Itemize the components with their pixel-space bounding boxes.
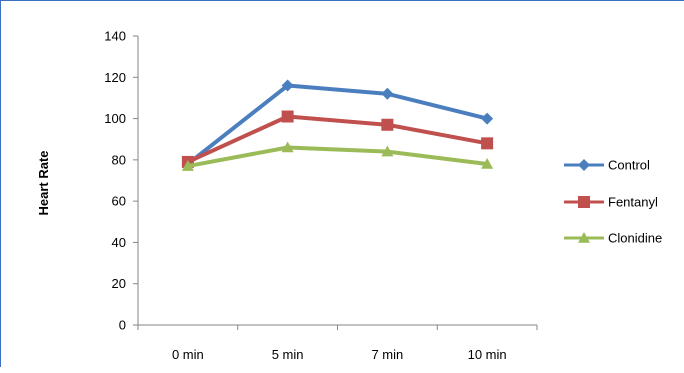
y-tick-label: 120 [104, 70, 126, 85]
series-line [185, 114, 490, 164]
y-tick-label: 60 [112, 194, 126, 209]
x-tick-label: 7 min [371, 347, 403, 362]
x-tick-label: 0 min [172, 347, 204, 362]
legend-swatch-marker [578, 232, 590, 243]
legend-item-clonidine: Clonidine [564, 231, 662, 246]
y-tick-label: 140 [104, 29, 126, 44]
x-tick-label: 10 min [468, 347, 507, 362]
legend: Control Fentanyl Clonidine [564, 158, 662, 246]
data-point [281, 79, 294, 92]
data-point [181, 160, 194, 171]
y-ticks: 0 20 40 60 80 100 120 140 [104, 29, 138, 333]
series-line [185, 83, 490, 166]
series-clonidine [181, 141, 494, 171]
y-tick-label: 40 [112, 235, 126, 250]
legend-label: Fentanyl [608, 195, 658, 210]
legend-item-fentanyl: Fentanyl [564, 195, 658, 210]
data-point [481, 137, 494, 150]
legend-label: Clonidine [608, 231, 662, 246]
y-tick-label: 80 [112, 152, 126, 167]
data-point [281, 110, 294, 123]
data-point [481, 157, 494, 169]
legend-item-control: Control [564, 158, 650, 173]
series-line [185, 145, 490, 169]
y-tick-label: 100 [104, 111, 126, 126]
series-control [181, 79, 494, 170]
x-tick-label: 5 min [272, 347, 304, 362]
y-tick-label: 0 [119, 318, 126, 333]
data-point [381, 145, 394, 157]
axes [137, 36, 537, 326]
y-axis-title: Heart Rate [36, 150, 51, 215]
data-point [281, 141, 294, 153]
legend-label: Control [608, 158, 650, 173]
series-layer [181, 79, 494, 171]
legend-swatch-marker [578, 159, 590, 171]
data-point [381, 87, 394, 100]
y-axis-title-group: Heart Rate [36, 150, 51, 215]
y-tick-label: 20 [112, 276, 126, 291]
data-point [481, 112, 494, 125]
legend-swatch-marker [578, 196, 590, 208]
series-fentanyl [181, 110, 494, 168]
x-ticks: 0 min 5 min 7 min 10 min [137, 325, 538, 362]
data-point [381, 118, 394, 131]
